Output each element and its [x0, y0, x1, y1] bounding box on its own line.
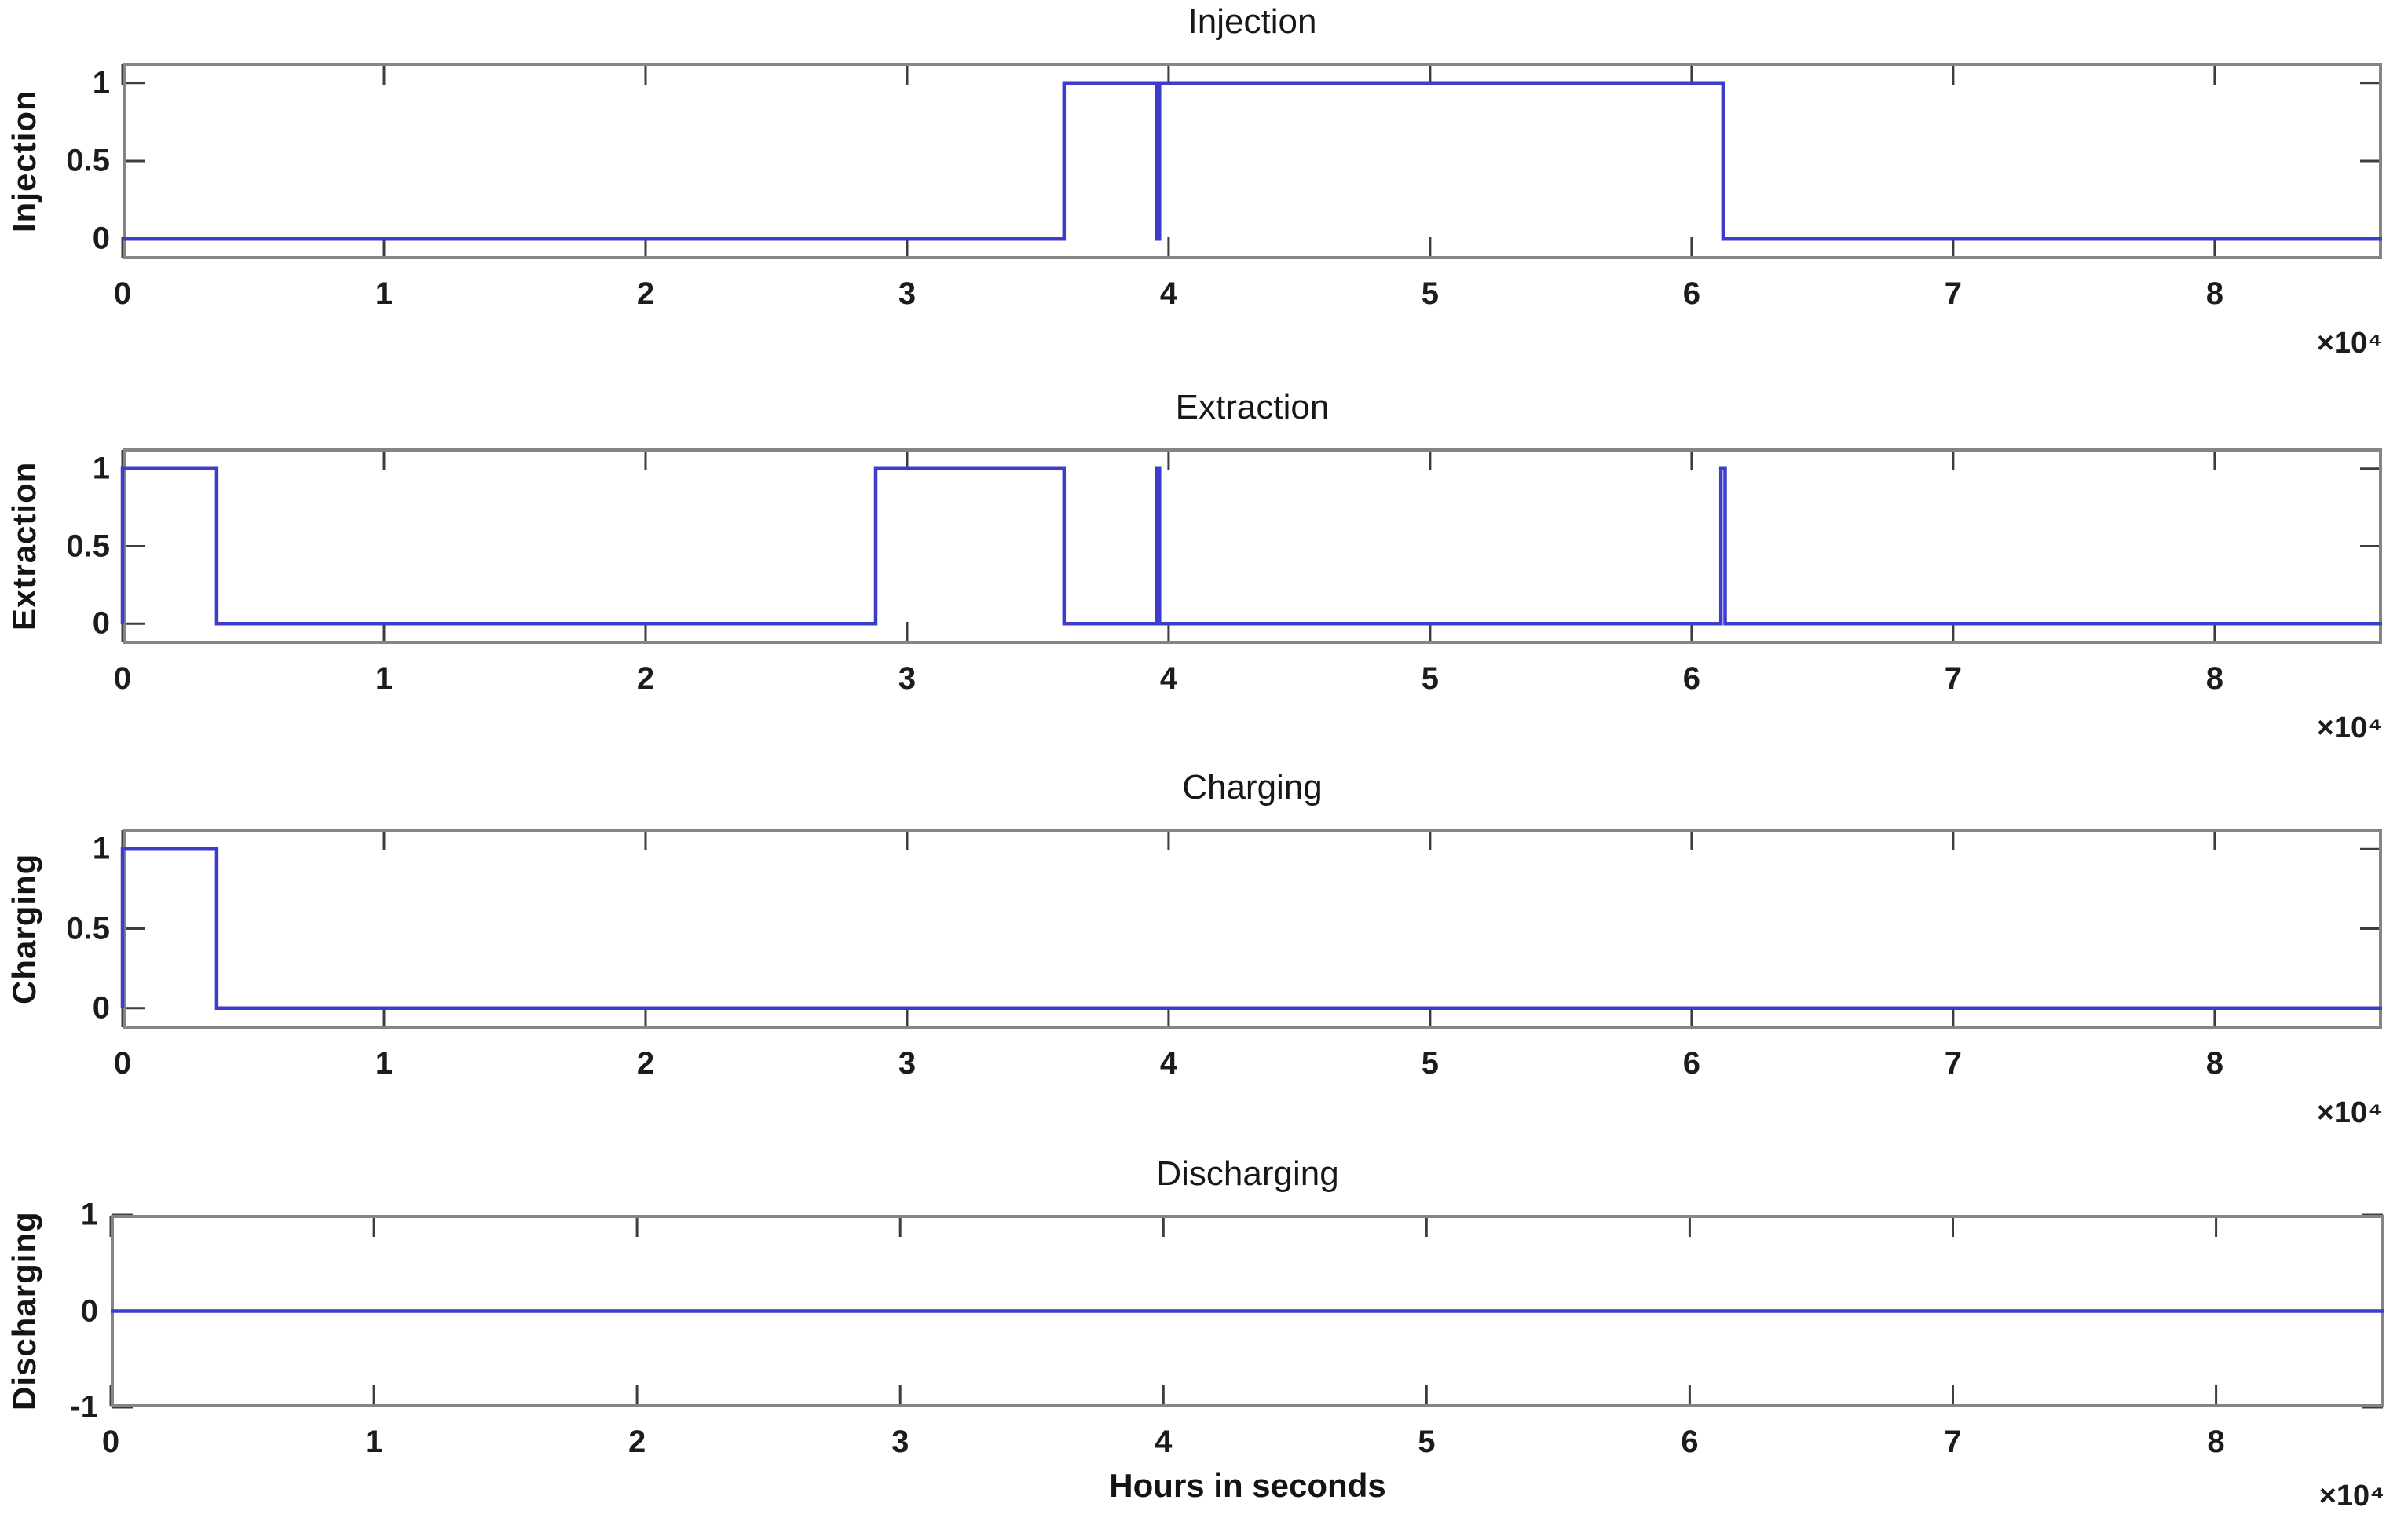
chart-title: Discharging — [1156, 1154, 1339, 1193]
y-axis-label: Extraction — [5, 461, 42, 631]
x-tick-label: 0 — [113, 1046, 132, 1081]
x-tick-label: 7 — [1944, 1425, 1962, 1459]
x-tick-label: 6 — [1681, 1425, 1699, 1459]
x-tick-label: 1 — [375, 276, 393, 311]
y-tick-label: 1 — [92, 831, 110, 866]
plot-area: 0 1 2 3 4 5 6 7 8 0 0.5 1 — [66, 448, 2382, 696]
x-tick-label: 7 — [1944, 276, 1963, 311]
x-tick-label: 5 — [1421, 661, 1440, 696]
x-tick-label: 8 — [2205, 661, 2223, 696]
y-tick-label: 1 — [92, 451, 110, 486]
y-tick-label: 0 — [92, 990, 110, 1026]
x-tick-label: 0 — [101, 1425, 120, 1459]
x-axis-label: Hours in seconds — [1109, 1467, 1386, 1504]
y-tick-label: 0 — [80, 1293, 98, 1328]
plot-area: 0 1 2 3 4 5 6 7 8 0 0.5 1 — [66, 829, 2382, 1081]
y-tick-label: 0.5 — [66, 529, 110, 563]
x-tick-label: 1 — [375, 1046, 393, 1081]
x-axis-exponent: ×10⁴ — [2316, 327, 2382, 360]
x-tick-label: 6 — [1682, 276, 1701, 311]
plot-area: 0 1 2 3 4 5 6 7 8 -1 0 1 — [70, 1198, 2384, 1459]
y-tick-label: -1 — [70, 1389, 98, 1425]
x-tick-label: 8 — [2207, 1425, 2225, 1459]
x-tick-label: 3 — [898, 276, 917, 311]
x-tick-label: 2 — [636, 661, 655, 696]
x-tick-label: 0 — [113, 661, 132, 696]
x-tick-label: 3 — [898, 661, 917, 696]
x-tick-label: 3 — [891, 1425, 909, 1459]
x-tick-label: 6 — [1682, 661, 1701, 696]
x-tick-label: 2 — [636, 276, 655, 311]
x-tick-label: 5 — [1418, 1425, 1436, 1459]
y-tick-label: 1 — [92, 65, 110, 101]
chart-title: Injection — [1188, 2, 1317, 41]
x-tick-label: 7 — [1944, 1046, 1963, 1081]
y-tick-label: 0 — [92, 221, 110, 256]
x-tick-label: 3 — [898, 1046, 917, 1081]
x-tick-label: 2 — [628, 1425, 646, 1459]
x-tick-label: 7 — [1944, 661, 1963, 696]
y-tick-label: 0.5 — [66, 911, 110, 946]
chart-title: Charging — [1182, 768, 1323, 807]
x-tick-label: 1 — [364, 1425, 383, 1459]
y-axis-label: Injection — [5, 90, 42, 232]
x-tick-label: 4 — [1155, 1425, 1173, 1459]
plot-canvas — [109, 1213, 2384, 1409]
y-axis-label: Charging — [5, 853, 42, 1004]
plot-canvas — [121, 63, 2382, 259]
y-axis-label: Discharging — [5, 1211, 42, 1411]
x-axis-exponent: ×10⁴ — [2316, 1096, 2382, 1129]
plot-canvas — [120, 829, 2382, 1029]
x-tick-label: 1 — [375, 661, 393, 696]
x-tick-label: 4 — [1159, 276, 1178, 311]
x-tick-label: 6 — [1682, 1046, 1701, 1081]
plot-area: 0 1 2 3 4 5 6 7 8 0 0.5 1 — [66, 63, 2382, 311]
x-tick-label: 5 — [1421, 276, 1440, 311]
x-tick-label: 0 — [113, 276, 132, 311]
x-tick-label: 2 — [636, 1046, 655, 1081]
chart-title: Extraction — [1175, 388, 1330, 426]
y-tick-label: 0 — [92, 605, 110, 641]
x-axis-exponent: ×10⁴ — [2316, 711, 2382, 744]
y-tick-label: 0.5 — [66, 143, 110, 178]
x-axis-exponent: ×10⁴ — [2318, 1480, 2384, 1513]
x-tick-label: 4 — [1159, 1046, 1178, 1081]
x-tick-label: 8 — [2205, 1046, 2223, 1081]
y-tick-label: 1 — [80, 1197, 98, 1232]
plot-canvas — [120, 448, 2382, 644]
x-tick-label: 5 — [1421, 1046, 1440, 1081]
x-tick-label: 4 — [1159, 661, 1178, 696]
x-tick-label: 8 — [2205, 276, 2223, 311]
